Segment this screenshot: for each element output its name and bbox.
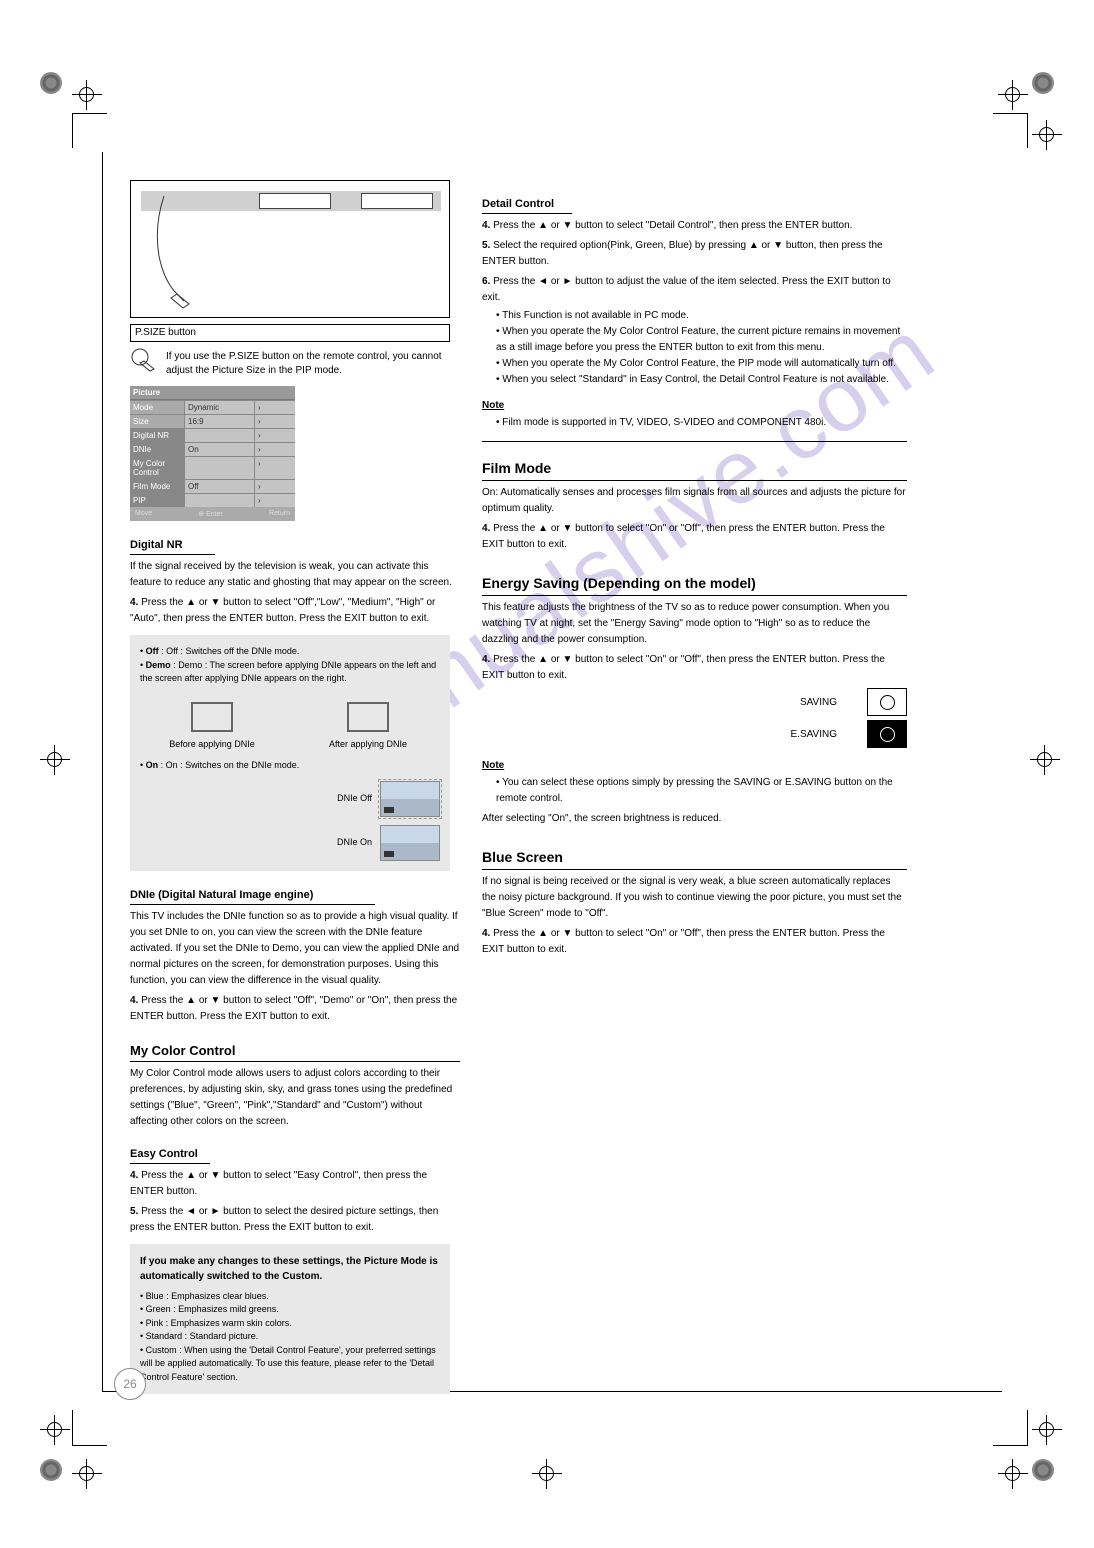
eco-button-row: SAVING (482, 688, 907, 716)
energy-saving-heading: Energy Saving (Depending on the model) (482, 575, 907, 596)
thumb-dnie-off (380, 781, 440, 817)
digital-nr-section: Digital NR If the signal received by the… (130, 539, 460, 627)
eco-after-text: After selecting "On", the screen brightn… (482, 811, 907, 827)
crop-mark-right-center (1030, 745, 1060, 775)
esaving-button-icon (867, 720, 907, 748)
hand-note-text: If you use the P.SIZE button on the remo… (166, 350, 460, 378)
right-column: Detail Control 4. Press the ▲ or ▼ butto… (482, 180, 907, 958)
page-content: P.SIZE button If you use the P.SIZE butt… (102, 152, 1002, 1392)
note-heading: Note (482, 400, 907, 411)
digital-nr-heading: Digital NR (130, 539, 460, 553)
dnie-section: DNIe (Digital Natural Image engine) This… (130, 889, 460, 1025)
hand-note-row: If you use the P.SIZE button on the remo… (130, 350, 460, 378)
easy-control-section: Easy Control 4. Press the ▲ or ▼ button … (130, 1148, 460, 1236)
crop-mark-br (0, 0, 50, 50)
tv-after-icon (347, 702, 389, 732)
esaving-button-row: E.SAVING (482, 720, 907, 748)
dnie-grey-box: • Off : Off : Switches off the DNIe mode… (130, 635, 450, 871)
crop-mark-left-center (40, 745, 70, 775)
osd-menu-graphic: Picture ModeDynamic› Size16:9› Digital N… (130, 386, 295, 521)
page-number: 26 (114, 1368, 146, 1400)
detail-control-section: Detail Control 4. Press the ▲ or ▼ butto… (482, 198, 907, 388)
eco-note-heading: Note (482, 760, 907, 771)
saving-button-icon (867, 688, 907, 716)
eco-body: This feature adjusts the brightness of t… (482, 600, 907, 648)
psize-label: P.SIZE button (130, 324, 450, 342)
blue-screen-heading: Blue Screen (482, 849, 907, 870)
blue-body: If no signal is being received or the si… (482, 874, 907, 922)
mycolor-grey-box: If you make any changes to these setting… (130, 1244, 450, 1395)
film-body: On: Automatically senses and processes f… (482, 485, 907, 517)
left-column: P.SIZE button If you use the P.SIZE butt… (130, 180, 460, 1394)
mycolor-body: My Color Control mode allows users to ad… (130, 1066, 460, 1130)
digital-nr-body: If the signal received by the television… (130, 559, 460, 591)
dnie-demo-text: • Demo : Demo : The screen before applyi… (140, 659, 440, 686)
mycolor-heading: My Color Control (130, 1043, 460, 1062)
crop-mark-bottom-center (532, 1459, 562, 1489)
film-mode-heading: Film Mode (482, 460, 907, 481)
hand-pointer-icon (130, 347, 160, 378)
dnie-heading: DNIe (Digital Natural Image engine) (130, 889, 460, 903)
detail-bullets: This Function is not available in PC mod… (482, 308, 907, 388)
thumb-dnie-on (380, 825, 440, 861)
dnie-body: This TV includes the DNIe function so as… (130, 909, 460, 989)
dnie-off-text: • Off : Off : Switches off the DNIe mode… (140, 645, 440, 659)
tv-before-icon (191, 702, 233, 732)
remote-illustration-box (130, 180, 450, 318)
